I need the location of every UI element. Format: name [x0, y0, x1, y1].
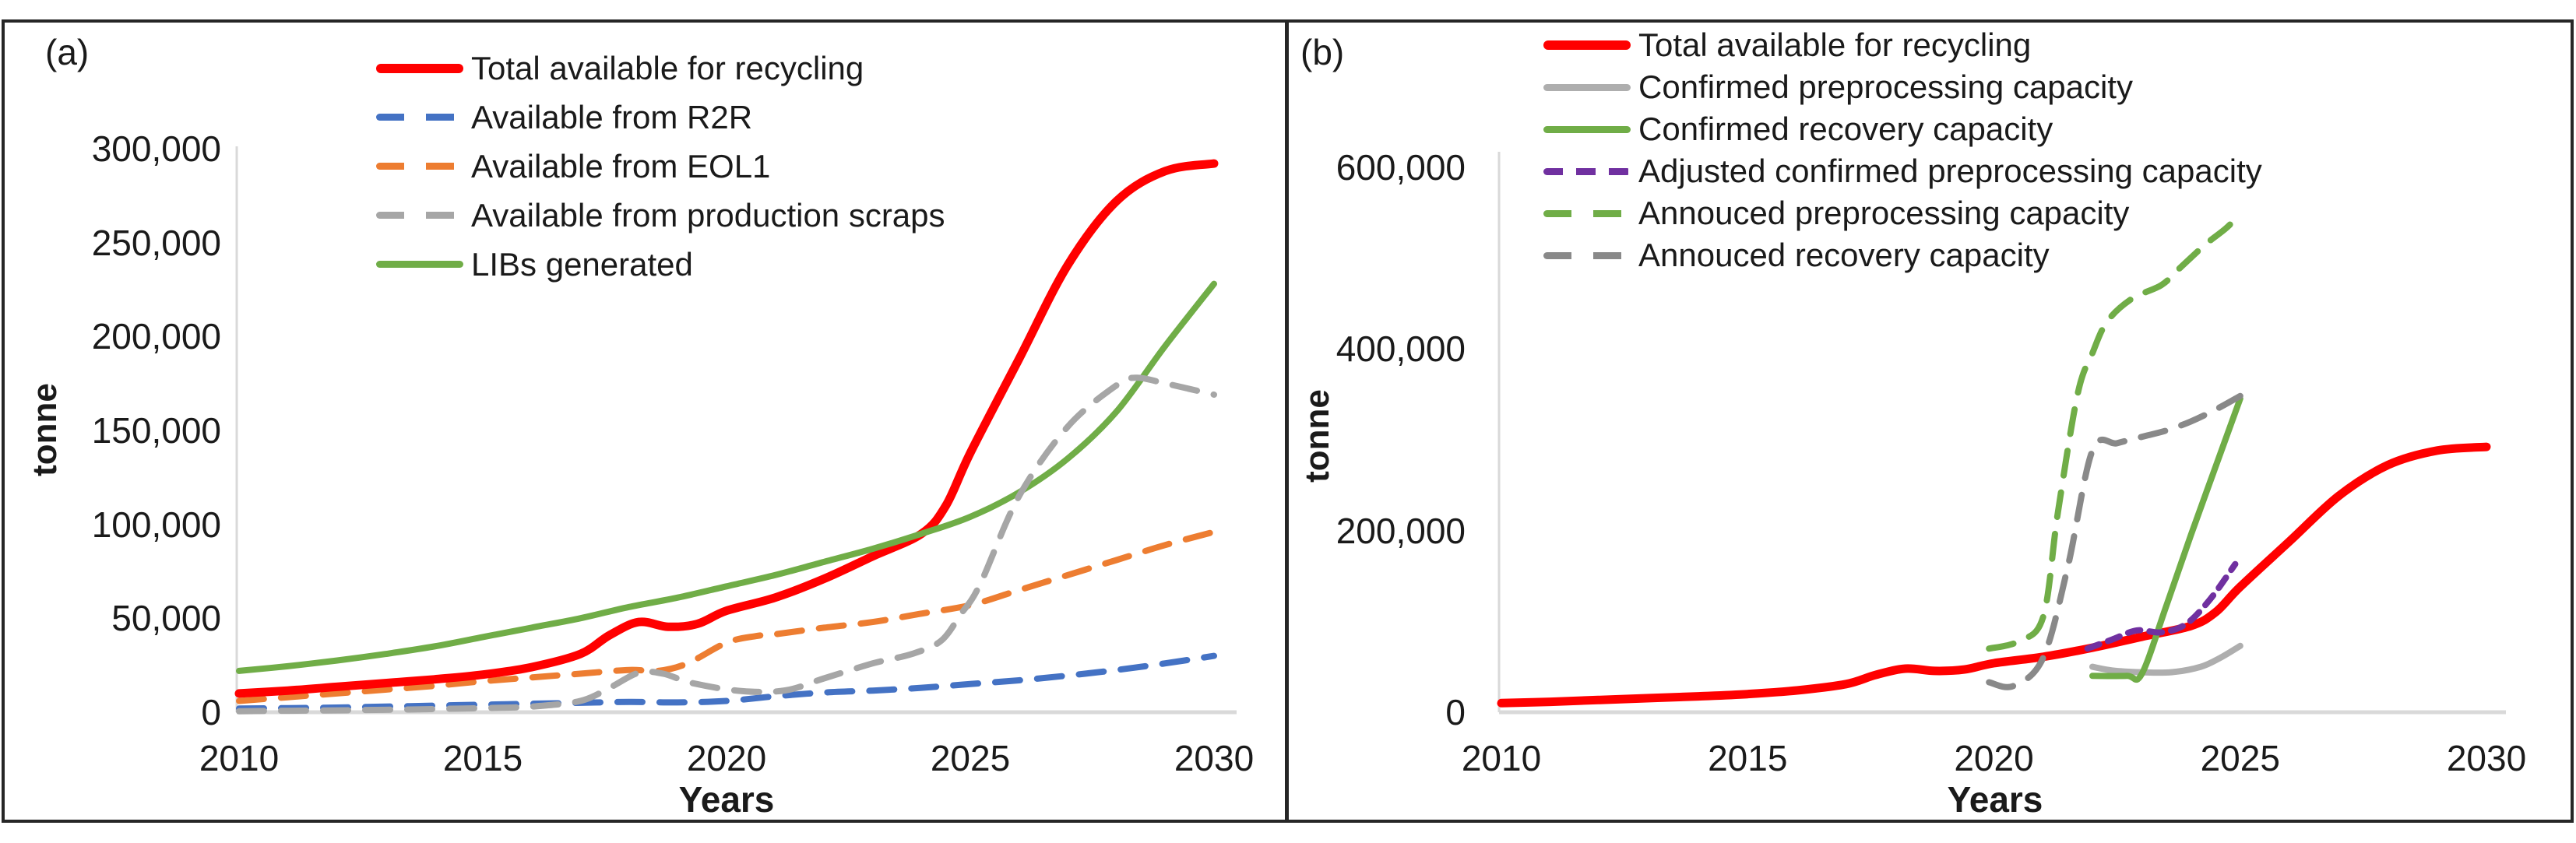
- y-tick-label-b: 400,000: [1336, 328, 1466, 369]
- legend-item: Annouced recovery capacity: [1543, 234, 2262, 276]
- x-tick-label-a: 2010: [199, 738, 280, 778]
- legend-line-sample: [1543, 40, 1631, 50]
- legend-item: Confirmed recovery capacity: [1543, 108, 2262, 150]
- y-tick-label-b: 200,000: [1336, 510, 1466, 551]
- panel-a-legend: Total available for recycling Available f…: [376, 44, 945, 289]
- x-tick-label-a: 2025: [930, 738, 1011, 778]
- x-tick-label-b: 2030: [2446, 738, 2527, 778]
- legend-item-label: Available from production scraps: [471, 196, 945, 234]
- series-line-b-total-available-for-recycling: [1497, 442, 2491, 708]
- y-tick-label-a: 0: [201, 692, 221, 732]
- legend-item-label: Annouced preprocessing capacity: [1638, 195, 2130, 231]
- legend-line-sample: [1543, 83, 1631, 91]
- x-tick-label-a: 2020: [686, 738, 767, 778]
- y-tick-label-a: 300,000: [91, 128, 221, 169]
- panel-a-label: (a): [45, 32, 90, 72]
- series-line-a-available-from-production-scraps: [236, 374, 1217, 715]
- y-tick-label-a: 150,000: [91, 409, 221, 451]
- series-line-b-annouced-preprocessing-capacity: [1986, 211, 2243, 652]
- legend-item-label: Available from R2R: [471, 98, 753, 135]
- panel-b-legend: Total available for recycling Confirmed p…: [1543, 24, 2262, 276]
- legend-item: Available from production scraps: [376, 191, 945, 240]
- x-tick-label-b: 2015: [1708, 738, 1788, 778]
- legend-line-sample: [1543, 251, 1631, 259]
- y-tick-label-a: 200,000: [91, 316, 221, 357]
- legend-line-sample: [1543, 167, 1631, 175]
- legend-item: Annouced preprocessing capacity: [1543, 192, 2262, 234]
- legend-line-sample: [376, 63, 463, 73]
- y-tick-label-a: 50,000: [111, 598, 221, 639]
- series-line-b-confirmed-recovery-capacity: [2089, 395, 2243, 683]
- series-line-a-libs-generated: [236, 280, 1217, 674]
- x-tick-label-b: 2010: [1461, 738, 1542, 778]
- panel-b-label: (b): [1300, 32, 1345, 72]
- legend-item: Adjusted confirmed preprocessing capacit…: [1543, 150, 2262, 192]
- y-tick-label-b: 0: [1445, 692, 1466, 732]
- series-line-a-available-from-r2r: [236, 652, 1217, 712]
- x-tick-label-b: 2020: [1954, 738, 2034, 778]
- x-tick-label-b: 2025: [2200, 738, 2280, 778]
- y-tick-label-a: 100,000: [91, 504, 221, 545]
- legend-line-sample: [376, 212, 463, 219]
- legend-item-label: Confirmed preprocessing capacity: [1638, 68, 2133, 105]
- series-line-b-confirmed-preprocessing-capacity: [2089, 642, 2243, 676]
- legend-item-label: Confirmed recovery capacity: [1638, 111, 2053, 147]
- legend-item-label: Total available for recycling: [1638, 26, 2032, 63]
- panel-a-x-axis-title: Years: [678, 779, 775, 820]
- series-line-b-adjusted-confirmed-preprocessing-capacity: [2084, 560, 2239, 652]
- legend-item: Total available for recycling: [1543, 24, 2262, 66]
- legend-line-sample: [376, 261, 463, 268]
- y-tick-label-b: 600,000: [1336, 146, 1466, 188]
- legend-item: Confirmed preprocessing capacity: [1543, 66, 2262, 108]
- panel-b-x-axis-title: Years: [1947, 779, 2043, 820]
- series-line-a-available-from-eol1: [236, 529, 1217, 704]
- series-line-a-total-available-for-recycling: [234, 159, 1219, 698]
- x-tick-label-a: 2015: [442, 738, 523, 778]
- panel-divider: [1285, 19, 1289, 823]
- series-line-b-annouced-recovery-capacity: [1986, 392, 2243, 690]
- legend-item-label: Total available for recycling: [471, 49, 864, 86]
- legend-item-label: Available from EOL1: [471, 147, 771, 184]
- legend-line-sample: [1543, 209, 1631, 217]
- legend-item: LIBs generated: [376, 240, 945, 289]
- legend-item: Available from EOL1: [376, 142, 945, 191]
- x-tick-label-a: 2030: [1174, 738, 1255, 778]
- legend-item: Available from R2R: [376, 93, 945, 142]
- legend-item-label: Annouced recovery capacity: [1638, 237, 2050, 273]
- legend-line-sample: [1543, 125, 1631, 133]
- y-tick-label-a: 250,000: [91, 222, 221, 263]
- legend-item: Total available for recycling: [376, 44, 945, 93]
- legend-line-sample: [376, 163, 463, 170]
- legend-line-sample: [376, 114, 463, 121]
- legend-item-label: Adjusted confirmed preprocessing capacit…: [1638, 153, 2262, 189]
- legend-item-label: LIBs generated: [471, 245, 693, 283]
